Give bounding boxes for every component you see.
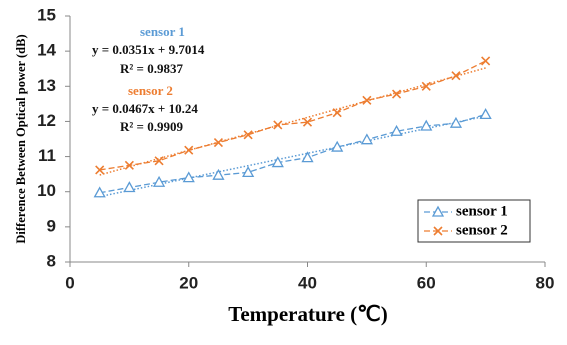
marker (332, 108, 342, 118)
x-tick-label: 0 (65, 273, 74, 292)
marker (390, 124, 403, 136)
y-tick-label: 11 (38, 146, 56, 165)
legend-label: sensor 1 (456, 203, 508, 219)
y-tick-label: 10 (37, 181, 56, 200)
marker (391, 89, 402, 99)
marker (123, 181, 136, 193)
legend-label: sensor 2 (456, 222, 508, 238)
x-tick-label: 20 (179, 273, 198, 292)
annotation: R² = 0.9909 (120, 119, 183, 134)
series-line (99, 113, 486, 194)
marker (420, 119, 433, 131)
legend-marker (431, 205, 445, 217)
marker (152, 175, 166, 187)
y-tick-label: 12 (37, 111, 56, 130)
x-tick-label: 80 (536, 273, 555, 292)
marker (271, 156, 284, 168)
marker (302, 117, 313, 127)
annotation: sensor 2 (128, 83, 173, 98)
marker (95, 165, 105, 175)
x-tick-label: 40 (298, 273, 317, 292)
trendline (99, 67, 486, 176)
y-axis-label: Difference Between Optical power (dB) (14, 34, 28, 243)
marker (360, 133, 373, 145)
marker (93, 186, 106, 198)
y-tick-label: 14 (37, 41, 56, 60)
marker (331, 140, 344, 152)
marker (479, 108, 492, 120)
legend-box (417, 199, 531, 243)
annotation: y = 0.0351x + 9.7014 (92, 42, 205, 57)
marker (451, 71, 461, 81)
marker (273, 120, 283, 130)
y-tick-label: 15 (37, 5, 56, 24)
y-tick-label: 13 (37, 76, 56, 95)
marker (124, 160, 134, 170)
annotation: sensor 1 (140, 24, 185, 39)
marker (184, 145, 194, 155)
marker (182, 171, 195, 183)
marker (362, 95, 372, 105)
y-tick-label: 9 (47, 216, 56, 235)
marker (243, 130, 253, 140)
marker (449, 116, 463, 128)
annotation: R² = 0.9837 (120, 61, 183, 76)
marker (242, 166, 255, 178)
x-tick-label: 60 (417, 273, 436, 292)
legend-marker (433, 226, 443, 236)
x-axis-label: Temperature (℃) (228, 302, 387, 326)
marker (154, 156, 164, 166)
marker (421, 81, 431, 91)
marker (213, 137, 224, 148)
annotation: y = 0.0467x + 10.24 (92, 101, 198, 116)
trendline (99, 115, 486, 198)
y-tick-label: 8 (47, 251, 56, 270)
marker (212, 168, 225, 180)
series-line (99, 60, 486, 171)
marker (481, 56, 491, 66)
marker (301, 151, 314, 163)
